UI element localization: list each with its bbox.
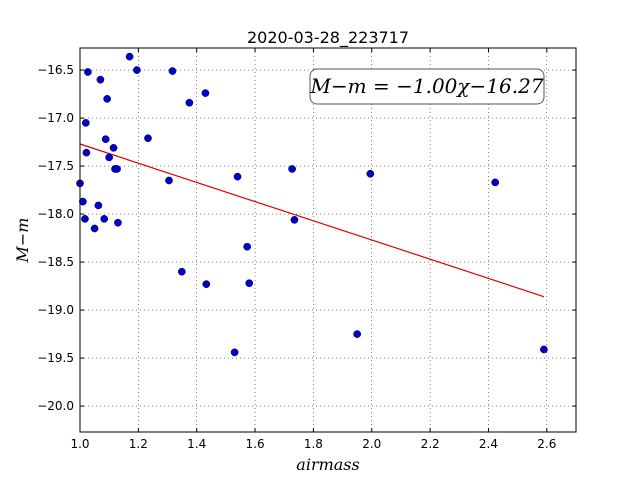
data-point <box>125 52 134 61</box>
data-point <box>230 348 239 357</box>
data-point <box>114 218 122 227</box>
data-point <box>165 176 173 185</box>
data-point <box>243 242 252 251</box>
x-tick-label: 2.2 <box>421 437 440 451</box>
data-point <box>353 330 362 338</box>
x-tick-label: 1.2 <box>129 437 148 451</box>
data-point <box>233 172 242 181</box>
data-point <box>101 135 110 144</box>
data-point <box>109 143 118 152</box>
y-tick-label: −20.0 <box>37 399 74 413</box>
data-point <box>90 224 99 233</box>
data-point <box>96 75 105 84</box>
data-point <box>103 95 111 103</box>
x-tick-label: 1.0 <box>70 437 89 451</box>
y-tick-label: −19.0 <box>37 303 74 317</box>
data-point <box>81 119 90 127</box>
data-point <box>133 66 141 74</box>
y-tick-label: −17.0 <box>37 111 74 125</box>
x-tick-label: 2.4 <box>479 437 498 451</box>
data-point <box>288 165 296 173</box>
data-point <box>366 169 375 178</box>
data-point <box>491 178 500 187</box>
x-tick-label: 1.8 <box>304 437 323 451</box>
x-tick-label: 2.0 <box>362 437 381 451</box>
x-tick-label: 1.4 <box>187 437 206 451</box>
data-point <box>144 134 152 143</box>
fit-line-group <box>79 143 545 298</box>
y-tick-label: −18.0 <box>37 207 74 221</box>
axis-ticks: 1.0 1.2 1.4 1.6 1.8 2.0 2.2 2.4 2.6 −16.5 −17.0 −17… <box>37 48 576 451</box>
data-point <box>105 153 114 162</box>
x-axis-label: airmass <box>296 455 359 474</box>
plot-frame <box>79 47 577 433</box>
data-point <box>168 67 177 75</box>
data-point <box>540 345 548 354</box>
y-tick-label: −17.5 <box>37 159 74 173</box>
annotation-text: M−m = −1.00χ−16.27 <box>309 74 543 98</box>
annotation-box <box>309 68 545 105</box>
data-point <box>202 280 211 289</box>
x-tick-label: 1.6 <box>246 437 265 451</box>
data-point <box>100 215 109 223</box>
data-point <box>79 197 87 206</box>
chart-title: 2020-03-28_223717 <box>247 28 409 48</box>
x-tick-label: 2.6 <box>537 437 556 451</box>
y-axis-label: M−m <box>13 218 32 264</box>
fit-line <box>79 143 545 298</box>
data-point <box>201 89 210 97</box>
data-point <box>290 215 299 224</box>
data-point <box>84 68 92 76</box>
data-points <box>76 52 548 357</box>
data-point <box>177 267 186 276</box>
y-tick-label: −16.5 <box>37 63 74 77</box>
fit-equation-annotation: M−m = −1.00χ−16.27 <box>309 68 545 105</box>
data-point <box>81 215 89 223</box>
data-point <box>113 165 121 173</box>
y-tick-label: −18.5 <box>37 255 74 269</box>
data-point <box>185 98 194 107</box>
y-tick-label: −19.5 <box>37 351 74 365</box>
data-point <box>245 279 254 288</box>
data-point <box>94 201 103 210</box>
data-point <box>82 148 91 157</box>
